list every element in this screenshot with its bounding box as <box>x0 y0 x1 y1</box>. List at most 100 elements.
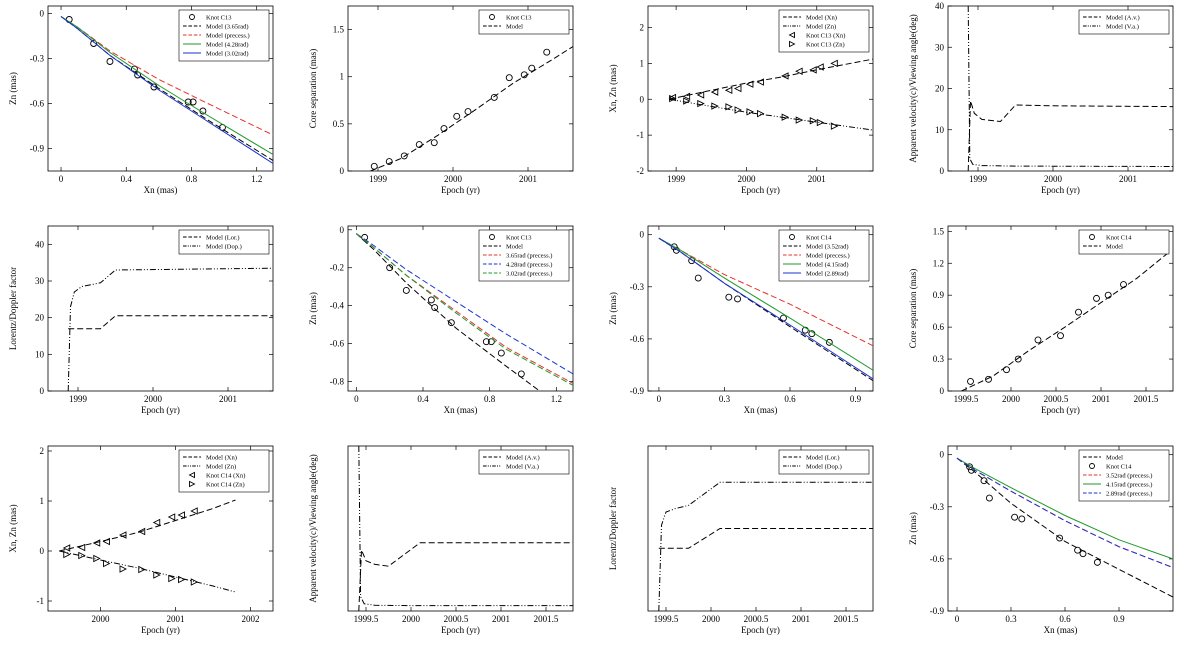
data-point <box>757 109 765 118</box>
series-line-2 <box>59 550 236 593</box>
data-point <box>1079 550 1087 558</box>
legend-label: Model (4.28rad) <box>206 41 249 48</box>
x-tick-label: 0.6 <box>784 394 796 404</box>
series-line-3 <box>355 233 573 384</box>
data-point <box>430 139 438 147</box>
series-group <box>956 457 1173 598</box>
data-point <box>980 477 988 485</box>
data-point <box>505 74 513 82</box>
data-point <box>497 349 505 357</box>
chart-svg-7: 0 0.3 0.6 0.9 0 -0.3 -0.6 -0.9 Xn (mas) Zn (mas) K… <box>608 225 874 415</box>
data-point <box>62 544 71 552</box>
legend-label: Knot C13 (Xn) <box>806 32 845 39</box>
legend-key-marker <box>1089 234 1095 240</box>
x-tick-label: 2001 <box>1119 174 1137 184</box>
legend-label: Model (A.v.) <box>1106 14 1140 21</box>
data-point <box>1075 308 1082 316</box>
legend-label: Knot C14 (Zn) <box>206 481 245 488</box>
series-group <box>658 481 873 611</box>
series-line-1 <box>358 542 573 611</box>
data-point <box>447 319 455 327</box>
x-axis-title: Epoch (yr) <box>141 405 180 415</box>
data-point <box>725 103 733 111</box>
series-line-1 <box>967 100 1173 171</box>
y-tick-label: 0 <box>940 386 945 396</box>
panel-11: 1999.5 2000 2000.5 2001 2001.5 Epoch (yr) Lore… <box>600 440 900 660</box>
legend-label: Model (precess.) <box>806 252 850 259</box>
x-tick-label: 0.4 <box>417 394 429 404</box>
legend-key-marker <box>789 40 796 48</box>
y-tick-label: -0.9 <box>30 144 45 154</box>
plot-frame <box>347 5 574 172</box>
x-tick-label: 0 <box>955 614 960 624</box>
plot-frame <box>47 5 274 172</box>
x-tick-label: 2000 <box>1002 394 1021 404</box>
data-point <box>168 574 176 583</box>
legend-label: Model (2.89rad) <box>806 270 849 277</box>
legend-key-marker <box>489 14 495 20</box>
x-tick-label: 0.9 <box>1113 614 1125 624</box>
data-point <box>1034 336 1042 344</box>
data-point <box>985 494 993 502</box>
series-line-2 <box>60 16 273 161</box>
data-point <box>152 518 161 527</box>
x-axis-title: Epoch (yr) <box>1041 185 1080 195</box>
y-tick-label: 0 <box>340 225 345 235</box>
series-line-2 <box>658 481 873 611</box>
legend-label: Model <box>506 243 523 250</box>
y-tick-label: 0 <box>940 166 945 176</box>
legend-box <box>478 9 570 35</box>
y-tick-label: -0.6 <box>330 339 345 349</box>
y-tick-label: -0.6 <box>930 554 945 564</box>
x-tick-label: 2001 <box>492 614 510 624</box>
data-point <box>734 295 742 303</box>
data-point <box>1120 281 1127 288</box>
series-line-5 <box>60 16 273 164</box>
series-group <box>60 16 273 164</box>
y-axis-title: Zn (mas) <box>308 292 318 325</box>
y-axis-title: Zn (mas) <box>908 512 918 545</box>
y-tick-label: -0.3 <box>930 502 945 512</box>
legend-label: Model (3.02rad) <box>206 50 249 57</box>
chart-svg-3: 1999 2000 2001 -2 -1 0 1 2 Epoch (yr) Xn, Zn (mas… <box>608 5 874 195</box>
series-line-5 <box>355 233 573 386</box>
legend-label: 3.02rad (precess.) <box>506 270 552 277</box>
x-tick-label: 2000 <box>92 614 111 624</box>
data-point <box>1014 355 1022 363</box>
x-tick-label: 0.8 <box>186 174 198 184</box>
series-group <box>67 267 273 391</box>
data-point <box>1057 332 1064 340</box>
y-axis-title: Lorentz/Doppler factor <box>8 267 18 350</box>
series-line-1 <box>59 499 236 552</box>
series-group <box>358 446 573 611</box>
series-line-2 <box>358 446 573 607</box>
legend-key-marker <box>189 14 195 20</box>
chart-svg-10: 1999.5 2000 2000.5 2001 2001.5 Epoch (yr) Appa… <box>308 445 574 635</box>
y-tick-label: -0.4 <box>330 301 345 311</box>
data-point <box>543 48 551 56</box>
y-axis-title: Apparent velocity(c)/Viewing angle(deg) <box>308 454 318 602</box>
data-point <box>734 106 743 114</box>
x-tick-label: 2000 <box>402 614 421 624</box>
panel-5: 1999 2000 2001 0 10 20 30 40 Epoch (yr) Lorentz/D… <box>0 220 300 440</box>
legend-label: 4.15rad (precess.) <box>1106 481 1152 488</box>
data-point <box>682 92 691 101</box>
data-point <box>694 274 702 282</box>
data-point <box>178 575 186 584</box>
legend-label: Model (Zn) <box>806 23 836 30</box>
data-point <box>402 287 410 294</box>
y-tick-label: 40 <box>35 239 45 249</box>
data-point <box>670 243 678 251</box>
y-axis-title: Apparent velocity(c)/Viewing angle(deg) <box>908 14 918 162</box>
legend-box <box>178 229 270 255</box>
plot-frame <box>47 225 274 392</box>
series-line-2 <box>355 233 540 391</box>
y-tick-label: 0.5 <box>333 119 345 129</box>
data-point <box>63 550 71 559</box>
y-tick-label: -1 <box>37 596 45 606</box>
x-tick-label: 0.3 <box>1005 614 1017 624</box>
data-point <box>400 152 408 160</box>
y-tick-label: -0.3 <box>630 282 645 292</box>
data-point <box>756 78 764 86</box>
data-point <box>825 338 833 346</box>
